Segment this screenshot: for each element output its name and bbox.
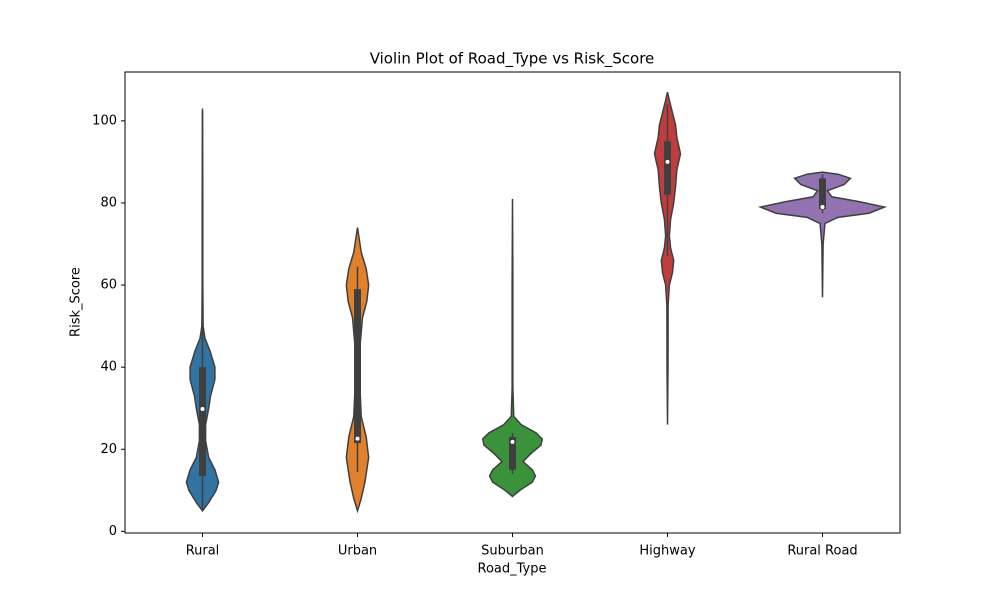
box	[199, 367, 206, 476]
violin-body	[757, 171, 888, 298]
y-tick-label: 20	[100, 442, 117, 457]
y-tick-label: 80	[100, 195, 117, 210]
x-tick-label: Urban	[338, 544, 377, 559]
median	[200, 407, 205, 412]
box	[819, 178, 826, 210]
violin-body	[481, 198, 544, 498]
y-tick-label: 100	[92, 113, 117, 128]
chart-title: Violin Plot of Road_Type vs Risk_Score	[370, 50, 655, 69]
box	[664, 141, 671, 195]
median	[665, 159, 670, 164]
x-tick-label: Highway	[639, 544, 695, 559]
median	[510, 439, 515, 444]
x-axis-label: Road_Type	[478, 562, 547, 577]
y-tick-label: 60	[100, 278, 117, 293]
y-tick-label: 0	[109, 524, 117, 539]
x-tick-label: Suburban	[481, 544, 544, 559]
x-tick-label: Rural Road	[787, 544, 857, 559]
median	[355, 436, 360, 441]
y-axis-label: Risk_Score	[69, 267, 84, 337]
median	[820, 205, 825, 210]
box	[354, 289, 361, 444]
x-tick-label: Rural	[186, 544, 220, 559]
violin-body	[653, 91, 682, 425]
box	[509, 436, 516, 470]
y-tick-label: 40	[100, 360, 117, 375]
